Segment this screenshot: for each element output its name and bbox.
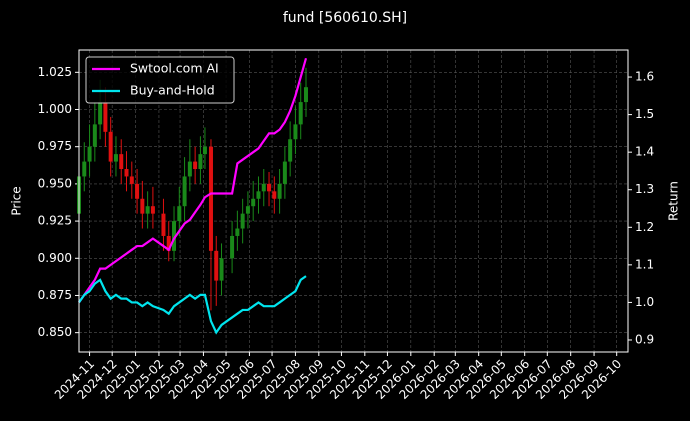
candle-body (261, 183, 266, 192)
candle-body (251, 198, 256, 207)
candle-body (245, 206, 250, 214)
candle-body (219, 258, 224, 281)
candle-body (198, 154, 203, 170)
y2-tick-label: 1.0 (635, 295, 654, 309)
candle-body (103, 102, 108, 132)
candle-body (230, 235, 235, 259)
candle-body (129, 176, 134, 184)
legend-label: Buy-and-Hold (130, 83, 215, 98)
candle-body (214, 250, 219, 281)
candle-body (187, 161, 192, 177)
candle-body (272, 191, 277, 199)
candle-body (303, 87, 308, 103)
legend-label: Swtool.com AI (130, 61, 219, 76)
legend-box (85, 56, 235, 104)
y2-axis-label: Return (667, 181, 681, 221)
y-tick-label: 1.000 (38, 102, 72, 116)
candle-body (87, 146, 92, 162)
y2-tick-label: 1.2 (635, 220, 654, 234)
y-tick-label: 1.025 (38, 65, 72, 79)
series-line (78, 57, 308, 304)
y2-tick-label: 1.5 (635, 107, 654, 121)
candle-body (172, 221, 177, 251)
candle-body (119, 154, 124, 170)
series-line (78, 275, 307, 335)
candle-body (135, 183, 140, 199)
y-axis-label: Price (10, 186, 24, 215)
candle-body (282, 161, 287, 184)
y-tick-label: 0.950 (38, 176, 72, 190)
candle-body (256, 191, 261, 199)
candle-body (267, 183, 272, 192)
candle-body (235, 228, 240, 236)
candle-body (288, 139, 293, 162)
y2-tick-label: 0.9 (635, 332, 654, 346)
candle-body (166, 235, 171, 251)
candle-body (240, 213, 245, 229)
y2-tick-label: 1.6 (635, 70, 654, 84)
candle-body (182, 176, 187, 207)
candle-body (293, 124, 298, 140)
candle-body (108, 131, 113, 162)
candle-body (208, 146, 213, 251)
y2-tick-label: 1.1 (635, 257, 654, 271)
plot-frame (78, 49, 629, 353)
candle-body (113, 154, 118, 162)
candle-body (124, 169, 129, 177)
candle-body (202, 146, 207, 155)
y2-tick-label: 1.3 (635, 182, 654, 196)
candle-body (161, 213, 166, 236)
candle-body (82, 161, 87, 177)
candle-body (98, 102, 103, 125)
candle-body (277, 183, 282, 199)
y-tick-label: 0.925 (38, 214, 72, 228)
candle-body (150, 206, 155, 214)
y-tick-label: 0.900 (38, 251, 72, 265)
candle-body (140, 198, 145, 214)
candle-body (177, 206, 182, 222)
y-tick-label: 0.875 (38, 288, 72, 302)
candle-body (193, 161, 198, 170)
y2-tick-label: 1.4 (635, 145, 654, 159)
y-tick-label: 0.850 (38, 325, 72, 339)
candle-body (298, 102, 303, 125)
y-tick-label: 0.975 (38, 139, 72, 153)
candle-body (145, 206, 150, 214)
candle-body (92, 124, 97, 147)
chart-title: fund [560610.SH] (283, 10, 407, 26)
